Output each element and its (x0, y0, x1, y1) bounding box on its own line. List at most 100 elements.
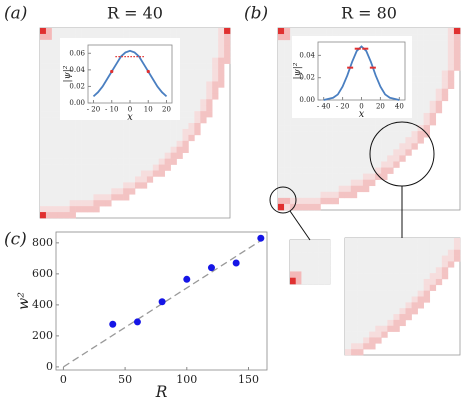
heatmap-cell (405, 278, 412, 286)
heatmap-cell (123, 164, 130, 171)
heatmap-cell (296, 125, 303, 132)
heatmap-cell (350, 143, 358, 150)
heatmap-cell (369, 273, 376, 280)
heatmap-cell (345, 349, 352, 356)
heatmap-cell (387, 155, 394, 162)
heatmap-cell (290, 131, 297, 138)
heatmap-cell (393, 278, 400, 286)
heatmap-cell (356, 131, 364, 138)
heatmap-cell (423, 290, 431, 297)
heatmap-cell (405, 149, 412, 156)
point (207, 264, 215, 272)
heatmap-cell (351, 278, 358, 286)
heatmap-cell (345, 261, 352, 268)
heatmap-cell (194, 69, 201, 76)
heatmap-cell (429, 76, 437, 83)
heatmap-cell (411, 112, 418, 120)
heatmap-cell (40, 152, 47, 159)
heatmap-cell (423, 296, 431, 303)
heatmap-cell (295, 271, 302, 279)
heatmap-cell (324, 271, 331, 279)
heatmap-cell (69, 164, 76, 171)
heatmap-cell (117, 158, 124, 165)
heatmap-cell (176, 146, 183, 153)
heatmap-cell (393, 149, 400, 156)
heatmap-cell (345, 337, 352, 344)
heatmap-cell (129, 134, 136, 142)
heatmap-cell (45, 28, 53, 35)
heatmap-cell (129, 164, 136, 171)
heatmap-cell (182, 33, 189, 41)
heatmap-cell (369, 267, 376, 274)
heatmap-cell (375, 149, 382, 156)
heatmap-cell (200, 81, 207, 88)
heatmap-cell (441, 76, 449, 83)
heatmap-cell (296, 167, 303, 174)
heatmap-cell (75, 176, 82, 183)
heatmap-cell (69, 176, 76, 183)
heatmap-cell (99, 152, 106, 159)
heatmap-cell (146, 164, 154, 171)
y-tick-label: 400 (32, 298, 53, 311)
heatmap-cell (105, 188, 112, 195)
heatmap-cell (369, 278, 376, 286)
heatmap-cell (429, 94, 437, 102)
heatmap-cell (45, 164, 53, 171)
heatmap-cell (453, 28, 461, 35)
heatmap-cell (93, 33, 100, 41)
heatmap-cell (308, 179, 315, 187)
heatmap-cell (363, 319, 370, 327)
heatmap-cell (296, 197, 303, 205)
heatmap-cell (423, 273, 431, 280)
heatmap-cell (369, 243, 376, 250)
heatmap-cell (278, 119, 285, 126)
heatmap-cell (387, 143, 394, 150)
heatmap-cell (387, 308, 394, 315)
heatmap-cell (357, 249, 364, 256)
heatmap-cell (170, 128, 177, 136)
heatmap-cell (57, 170, 65, 177)
heatmap-cell (363, 267, 370, 274)
heatmap-cell (146, 33, 154, 41)
heatmap-cell (393, 161, 400, 168)
heatmap-cell (290, 277, 297, 285)
heatmap-cell (135, 28, 142, 35)
heatmap-cell (417, 137, 424, 144)
x-tick-label: 0 (128, 105, 132, 113)
heatmap-cell (152, 128, 160, 136)
heatmap-cell (441, 52, 449, 59)
heatmap-cell (284, 161, 291, 168)
heatmap-cell (93, 158, 100, 165)
heatmap-cell (369, 308, 376, 315)
panel-label: (b) (244, 4, 268, 24)
heatmap-cell (224, 51, 231, 58)
heatmap-cell (345, 255, 352, 262)
heatmap-cell (301, 252, 308, 260)
heatmap-cell (302, 28, 309, 35)
heatmap-cell (369, 119, 376, 126)
heatmap-cell (393, 261, 400, 268)
heatmap-cell (176, 33, 183, 41)
heatmap-cell (206, 81, 213, 88)
heatmap-cell (387, 290, 394, 297)
heatmap-cell (399, 131, 406, 138)
heatmap-cell (399, 278, 406, 286)
heatmap-cell (417, 238, 424, 245)
heatmap-cell (369, 131, 376, 138)
heatmap-cell (357, 349, 364, 356)
heatmap-cell (332, 149, 339, 156)
heatmap-cell (351, 261, 358, 268)
heatmap-cell (296, 173, 303, 180)
heatmap-cell (326, 197, 333, 205)
heatmap-cell (123, 146, 130, 153)
heatmap-cell (314, 185, 321, 193)
heatmap-cell (399, 302, 406, 309)
heatmap-cell (423, 52, 430, 59)
heatmap-cell (320, 131, 327, 138)
heatmap-cell (284, 34, 291, 41)
heatmap-cell (429, 82, 437, 89)
heatmap-cell (302, 143, 309, 150)
heatmap-cell (351, 290, 358, 297)
heatmap-cell (312, 252, 319, 260)
heatmap-cell (356, 149, 364, 156)
